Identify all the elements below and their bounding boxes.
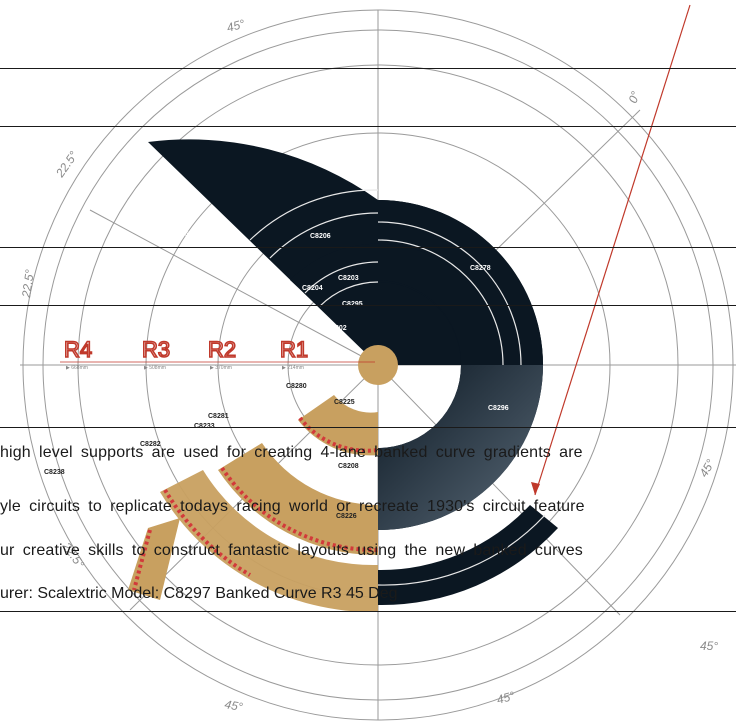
piece-code: C8238: [44, 469, 65, 476]
piece-code: C8280: [286, 383, 307, 390]
divider-line: [0, 68, 736, 69]
checker-strips: [132, 416, 379, 591]
piece-code: C8281: [208, 413, 229, 420]
lane-line: [304, 261, 379, 294]
lane-line: [249, 189, 379, 241]
angle-tick-label: 22.5°: [19, 268, 37, 299]
divider-line: [0, 427, 736, 428]
piece-codes: C8235 C8206 C8234 C8205 C8204 C8203 C8278 C8202…: [44, 207, 509, 534]
divider-line: [0, 611, 736, 612]
angle-tick-label: 45°: [225, 17, 246, 35]
piece-code: C8226: [336, 513, 357, 520]
angle-tick-label: 45°: [700, 639, 718, 653]
piece-code: C8203: [338, 275, 359, 282]
piece-code: C8202: [326, 325, 347, 332]
lane-lines: [249, 189, 546, 586]
spoke: [89, 209, 379, 366]
angle-tick-label: 0°: [626, 89, 643, 105]
checker-strip: [132, 529, 152, 591]
track-banked-outer: [378, 505, 558, 606]
piece-code: C8235: [130, 207, 151, 214]
radius-length: ▶ 668mm: [66, 365, 88, 371]
piece-code: C8234: [194, 249, 215, 256]
divider-line: [0, 126, 736, 127]
banked-piece-r2: [218, 443, 378, 556]
description-line-1: high level supports are used for creatin…: [0, 444, 583, 461]
radius-label: R2: [208, 337, 236, 362]
divider-line: [0, 247, 736, 248]
radius-label: R4: [64, 337, 92, 362]
track-ring-lower-right: [378, 365, 543, 530]
description-line-2: yle circuits to replicate todays racing …: [0, 498, 585, 515]
piece-code: C8297: [474, 527, 495, 534]
lane-line: [269, 212, 379, 259]
lane-line: [319, 281, 379, 307]
piece-code: C8208: [338, 463, 359, 470]
banked-piece-r3: [160, 470, 378, 613]
checker-strip: [298, 416, 379, 453]
lane-line: [377, 514, 546, 586]
checker-strip: [220, 466, 379, 553]
radius-markers: R4 ▶ 668mm R3 ▶ 508mm R2 ▶ 370mm R1 ▶ 214mm: [60, 336, 375, 371]
piece-code: C8233: [194, 423, 215, 430]
description-line-3: ur creative skills to construct fantasti…: [0, 542, 583, 559]
radius-label: R3: [142, 337, 170, 362]
piece-code: C8225: [334, 399, 355, 406]
piece-code: C8206: [310, 233, 331, 240]
spoke: [377, 364, 621, 616]
leader-line: [534, 4, 691, 496]
lane-line: [377, 239, 504, 366]
center-hub: [358, 345, 398, 385]
banked-piece-r4: [128, 518, 180, 600]
piece-code: C8282: [140, 441, 161, 448]
angle-tick-label: 22.5°: [52, 148, 80, 180]
piece-code: C8278: [470, 265, 491, 272]
piece-code: C8296: [488, 405, 509, 412]
radius-length: ▶ 214mm: [282, 365, 304, 371]
track-ring-inner: [290, 243, 503, 365]
lane-line: [377, 221, 522, 366]
model-info-line: urer: Scalextric Model: C8297 Banked Cur…: [0, 585, 398, 602]
angle-tick-label: 45°: [223, 697, 244, 714]
radius-length: ▶ 370mm: [210, 365, 232, 371]
leader-arrow: [531, 4, 691, 496]
divider-line: [0, 305, 736, 306]
banked-pieces: [128, 395, 379, 613]
piece-code: C8204: [302, 285, 323, 292]
radius-length: ▶ 508mm: [144, 365, 166, 371]
radius-label: R1: [280, 337, 308, 362]
piece-code: C8205: [168, 231, 189, 238]
arrow-head: [531, 482, 540, 495]
banked-piece-r1: [298, 395, 378, 456]
piece-code: C8295: [342, 301, 363, 308]
checker-strip: [163, 488, 252, 577]
piece-code: C8279: [400, 379, 421, 386]
angle-tick-label: 45°: [495, 689, 516, 707]
